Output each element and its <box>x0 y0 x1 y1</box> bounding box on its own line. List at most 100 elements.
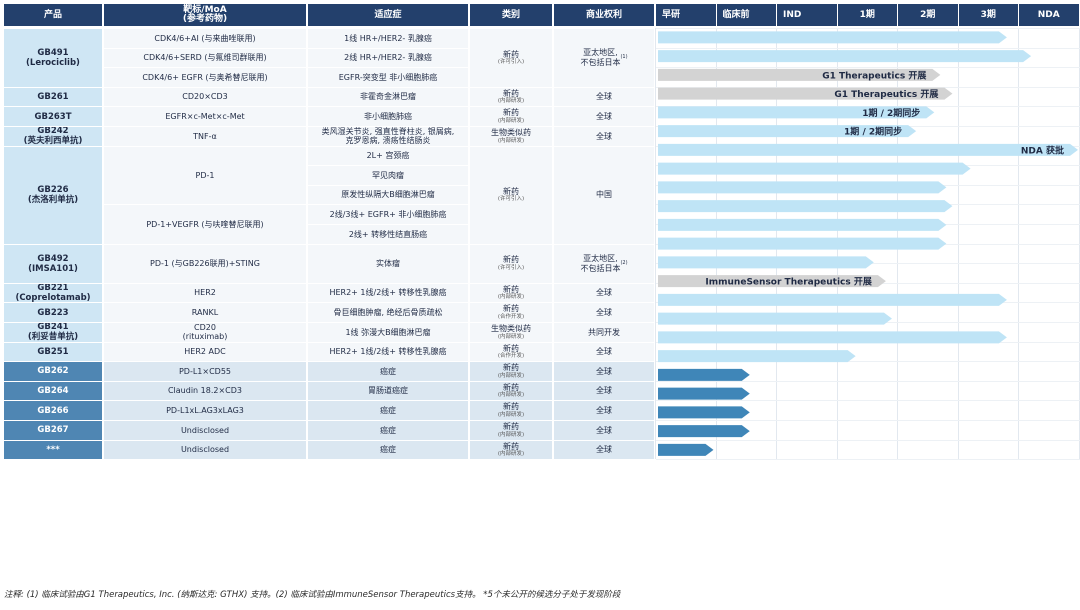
product-name: GB241 (利妥昔单抗) <box>4 323 102 342</box>
category-sub: (内部研发) <box>497 294 525 301</box>
commercial-rights: 全球 <box>554 107 654 126</box>
category-main: 新药 <box>503 255 519 265</box>
product-name: GB267 <box>4 421 102 440</box>
bar-label: 1期 / 2期同步 <box>862 107 920 119</box>
target-moa: RANKL <box>104 303 306 322</box>
category-sub: (内部研发) <box>497 333 525 340</box>
rights-text: 亚太地区, 不包括日本 <box>580 48 621 67</box>
rights-text: 全球 <box>596 425 612 435</box>
commercial-rights: 全球 <box>554 342 654 362</box>
bar-label: 1期 / 2期同步 <box>844 126 902 138</box>
category-sub: (许可引入) <box>497 59 525 66</box>
pipeline-bar <box>658 50 1032 63</box>
target-moa: PD-L1xL.AG3xLAG3 <box>104 401 306 420</box>
rights-text: 全球 <box>596 347 612 357</box>
category-main: 新药 <box>503 304 519 314</box>
target-moa: PD-1+VEGFR (与呋喹替尼联用) <box>104 205 306 244</box>
commercial-rights: 全球 <box>554 381 654 401</box>
bar-label: ImmuneSensor Therapeutics 开展 <box>705 277 871 288</box>
product-name: GB264 <box>4 381 102 401</box>
category: 新药 (许可引入) <box>470 244 552 283</box>
pipeline-bar <box>658 443 714 456</box>
category-main: 新药 <box>503 441 519 451</box>
target-moa: EGFR×c-Met×c-Met <box>104 107 306 126</box>
indication: 癌症 <box>308 440 468 460</box>
category: 新药 (内部研发) <box>470 440 552 460</box>
header-target: 靶标/MoA (参考药物) <box>104 4 306 26</box>
footnote: 注释: (1) 临床试验由G1 Therapeutics, Inc. (纳斯达克… <box>4 590 621 600</box>
category: 新药 (许可引入) <box>470 29 552 87</box>
product-name: GB261 <box>4 87 102 107</box>
category-main: 生物类似药 <box>491 128 531 138</box>
indication: 1线 HR+/HER2- 乳腺癌 <box>308 29 468 48</box>
indication: 癌症 <box>308 401 468 420</box>
commercial-rights: 全球 <box>554 283 654 303</box>
commercial-rights: 全球 <box>554 401 654 420</box>
grid-line <box>655 28 656 460</box>
pipeline-bar <box>658 293 1007 306</box>
category: 新药 (合作开发) <box>470 303 552 322</box>
target-moa: Claudin 18.2×CD3 <box>104 381 306 401</box>
grid-line <box>656 86 1080 88</box>
target-moa: Undisclosed <box>104 440 306 460</box>
indication: 癌症 <box>308 421 468 440</box>
category: 新药 (许可引入) <box>470 146 552 244</box>
category-sub: (合作开发) <box>497 353 525 360</box>
grid-line <box>656 439 1080 441</box>
grid-line <box>656 420 1080 421</box>
indication: EGFR-突变型 非小细胞肺癌 <box>308 68 468 87</box>
category-main: 新药 <box>503 88 519 98</box>
target-moa: TNF-α <box>104 127 306 146</box>
category: 新药 (内部研发) <box>470 421 552 440</box>
pipeline-bar <box>658 256 874 269</box>
pipeline-bar <box>658 368 750 381</box>
target-moa: PD-1 <box>104 146 306 205</box>
indication: 原发性纵隔大B细胞淋巴瘤 <box>308 185 468 205</box>
category-main: 新药 <box>503 343 519 353</box>
indication: 2线/3线+ EGFR+ 非小细胞肺癌 <box>308 205 468 224</box>
rights-text: 亚太地区, 不包括日本 <box>580 254 621 273</box>
phase-header: 早研 <box>656 4 716 26</box>
bar-label: G1 Therapeutics 开展 <box>834 89 938 100</box>
pipeline-bar <box>658 275 886 288</box>
indication: HER2+ 1线/2线+ 转移性乳腺癌 <box>308 342 468 362</box>
commercial-rights: 全球 <box>554 421 654 440</box>
pipeline-bar <box>658 406 750 419</box>
header-rights: 商业权利 <box>554 4 654 26</box>
product-name: *** <box>4 440 102 460</box>
header-product: 产品 <box>4 4 102 26</box>
category-sub: (许可引入) <box>497 196 525 203</box>
commercial-rights: 全球 <box>554 87 654 107</box>
category-main: 新药 <box>503 186 519 196</box>
target-moa: Undisclosed <box>104 421 306 440</box>
pipeline-bar <box>658 31 1007 44</box>
pipeline-bar <box>658 331 1007 344</box>
phase-header: 3期 <box>958 4 1018 26</box>
phase-header: NDA <box>1019 4 1079 26</box>
product-name: GB263T <box>4 107 102 126</box>
grid-line <box>656 459 1080 461</box>
pipeline-bar <box>658 143 1078 156</box>
rights-text: 全球 <box>596 111 612 121</box>
phase-header: 1期 <box>837 4 897 26</box>
grid-line <box>656 380 1080 382</box>
pipeline-bar <box>658 218 947 231</box>
category: 新药 (内部研发) <box>470 107 552 126</box>
category-main: 新药 <box>503 284 519 294</box>
indication: 实体瘤 <box>308 244 468 283</box>
commercial-rights: 全球 <box>554 362 654 381</box>
phase-header: 2期 <box>898 4 958 26</box>
pipeline-bar <box>658 87 953 100</box>
pipeline-bar <box>658 181 947 194</box>
indication: 2线 HR+/HER2- 乳腺癌 <box>308 48 468 68</box>
category-sub: (内部研发) <box>497 431 525 438</box>
rights-text: 全球 <box>596 131 612 141</box>
category: 生物类似药 (内部研发) <box>470 127 552 146</box>
product-name: GB491 (Lerociclib) <box>4 29 102 87</box>
rights-footnote-ref: (1) <box>620 54 628 61</box>
target-moa: CDK4/6+AI (与来曲唑联用) <box>104 29 306 48</box>
grid-line <box>656 28 1080 29</box>
product-name: GB492 (IMSA101) <box>4 244 102 283</box>
